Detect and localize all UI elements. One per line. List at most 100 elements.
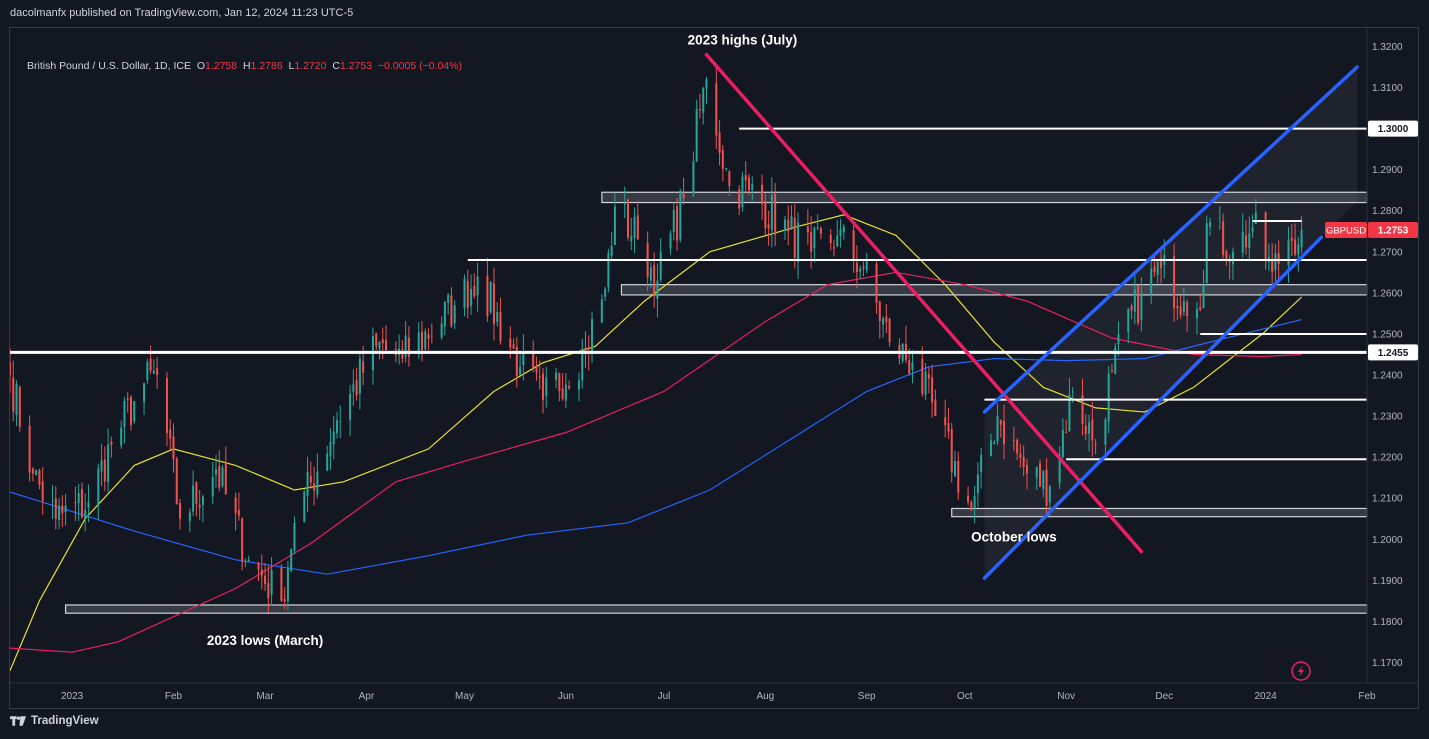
candle-body <box>28 425 31 473</box>
candle <box>303 489 306 523</box>
candle-body <box>721 150 724 169</box>
candle <box>74 486 77 522</box>
candle-body <box>698 108 701 111</box>
candle-body <box>839 229 842 236</box>
candle-body <box>378 341 381 349</box>
candle <box>385 325 388 354</box>
candle <box>313 466 316 506</box>
candle <box>842 224 845 240</box>
candle <box>613 192 616 246</box>
publisher-text: dacolmanfx published on TradingView.com,… <box>10 7 354 19</box>
candle <box>1209 217 1212 236</box>
candle <box>149 345 152 374</box>
candle <box>332 415 335 460</box>
time-tick-label: Jun <box>558 691 574 702</box>
candle-body <box>1294 239 1297 255</box>
level-badge-1 <box>1368 344 1418 361</box>
candle-body <box>1130 305 1133 311</box>
candle <box>604 286 607 302</box>
candle-body <box>535 367 538 373</box>
annotation-1: 2023 lows (March) <box>207 633 323 648</box>
candle-body <box>486 275 489 317</box>
candle <box>447 293 450 315</box>
candle-body <box>1042 471 1045 490</box>
candle-body <box>1104 419 1107 445</box>
candle-body <box>944 417 947 426</box>
candle-body <box>767 224 770 229</box>
candle-body <box>1153 266 1156 272</box>
candle-body <box>947 423 950 432</box>
candle <box>885 304 888 334</box>
candle <box>581 338 584 389</box>
time-tick-label: Feb <box>165 691 183 702</box>
candle <box>970 499 973 511</box>
candle <box>1035 466 1038 490</box>
candle-body <box>1061 430 1064 457</box>
annotations-layer: 2023 highs (July) 2023 lows (March) Octobe… <box>207 32 1057 647</box>
candle-body <box>852 230 855 261</box>
candle-body <box>738 189 741 209</box>
candle-body <box>793 218 796 259</box>
candle-body <box>591 318 594 352</box>
candle-body <box>600 299 603 323</box>
candle-body <box>172 436 175 460</box>
candle <box>568 380 571 390</box>
candle <box>1081 378 1084 436</box>
candle <box>123 396 126 444</box>
candle <box>120 420 123 449</box>
price-tick-label: 1.2900 <box>1372 165 1403 176</box>
candle <box>280 564 283 603</box>
candle <box>1065 419 1068 434</box>
candle <box>679 188 682 243</box>
candle <box>561 373 564 401</box>
time-tick-label: May <box>455 691 474 702</box>
price-tick-label: 1.2500 <box>1372 329 1403 340</box>
candle-body <box>270 570 273 595</box>
price-chart[interactable]: 2023 highs (July) 2023 lows (March) Octobe… <box>10 28 1418 708</box>
candle-body <box>335 420 339 434</box>
candle <box>829 228 832 251</box>
price-tick-label: 1.3200 <box>1372 42 1403 53</box>
candle <box>1153 254 1156 277</box>
candle-body <box>1045 469 1048 506</box>
support-zone-2 <box>951 507 1368 518</box>
candle <box>427 328 430 351</box>
candle <box>816 214 819 231</box>
candle-body <box>882 318 885 325</box>
price-tick-label: 1.1800 <box>1372 617 1403 628</box>
candle <box>989 433 992 457</box>
candle <box>751 176 754 201</box>
candle <box>64 493 67 526</box>
candle-body <box>1277 253 1280 264</box>
candle-body <box>875 264 878 303</box>
candle-body <box>1176 306 1179 309</box>
candle <box>538 360 541 390</box>
candle <box>486 257 489 322</box>
candle-body <box>107 444 110 482</box>
candle-body <box>244 561 247 562</box>
candle <box>192 470 195 517</box>
candle-body <box>692 161 695 195</box>
candle <box>31 467 34 482</box>
legend-close-label: C <box>332 60 340 72</box>
candle <box>28 415 31 482</box>
candle-body <box>100 460 103 472</box>
candle-body <box>718 132 721 153</box>
candle-body <box>669 233 672 249</box>
lightning-icon[interactable] <box>1291 661 1311 681</box>
candle <box>672 202 675 241</box>
chart-frame[interactable]: 2023 highs (July) 2023 lows (March) Octobe… <box>9 27 1419 709</box>
candle <box>927 366 930 394</box>
candle-body <box>1114 347 1117 374</box>
candle <box>97 463 100 520</box>
candle-body <box>728 171 731 187</box>
candle-body <box>806 226 809 233</box>
candle <box>234 492 237 531</box>
candle-body <box>264 575 267 584</box>
candle <box>859 265 862 280</box>
downtrend-line <box>704 52 1144 554</box>
candle-body <box>783 219 786 232</box>
candle-body <box>267 582 270 599</box>
candle <box>904 325 907 364</box>
candle <box>512 338 515 350</box>
